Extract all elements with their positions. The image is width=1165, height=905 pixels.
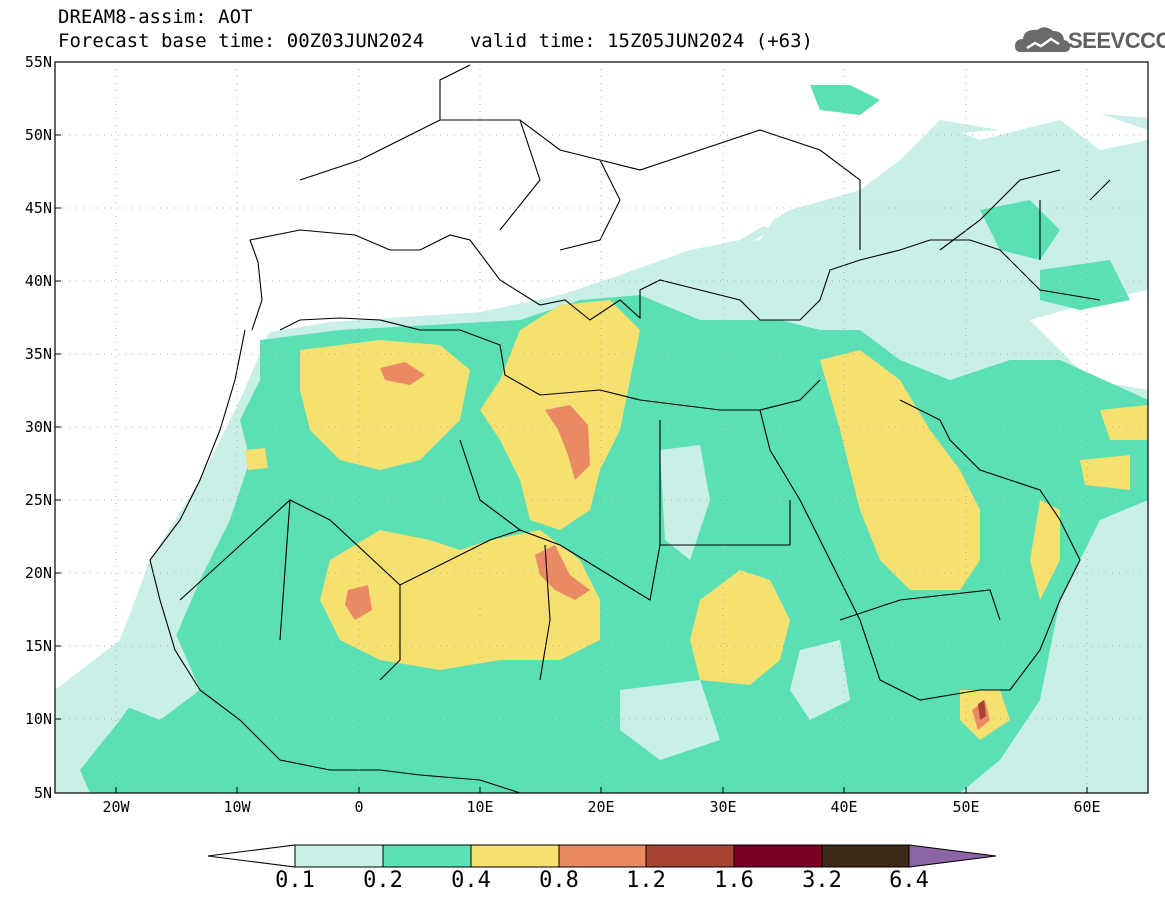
lat-label: 45N <box>24 199 52 217</box>
lon-label: 20E <box>587 798 615 816</box>
colorbar-swatch-1 <box>294 844 384 868</box>
colorbar-label: 3.2 <box>802 868 842 893</box>
colorbar-label: 1.2 <box>626 868 666 893</box>
cloud-logo-icon <box>1015 27 1070 52</box>
aot-level-0-4 <box>245 300 1148 740</box>
lat-label: 35N <box>24 345 52 363</box>
colorbar-label: 1.6 <box>714 868 754 893</box>
lat-label: 40N <box>24 272 52 290</box>
lon-label: 30E <box>709 798 737 816</box>
lon-label: 10W <box>223 798 251 816</box>
lon-label: 60E <box>1073 798 1101 816</box>
lat-label: 30N <box>24 418 52 436</box>
colorbar-label: 0.4 <box>451 868 491 893</box>
colorbar <box>207 844 997 868</box>
lat-label: 5N <box>33 784 52 802</box>
colorbar-label: 6.4 <box>889 868 929 893</box>
lon-label: 50E <box>952 798 980 816</box>
lat-label: 55N <box>24 53 52 71</box>
country-borders <box>149 64 1111 793</box>
colorbar-swatch-7 <box>821 844 910 868</box>
lat-label: 50N <box>24 126 52 144</box>
lat-label: 10N <box>24 710 52 728</box>
colorbar-label: 0.2 <box>363 868 403 893</box>
colorbar-swatch-3 <box>470 844 560 868</box>
lon-label: 0 <box>354 798 364 816</box>
lon-label: 20W <box>102 798 130 816</box>
colorbar-swatch-2 <box>382 844 472 868</box>
lat-label: 15N <box>24 637 52 655</box>
lat-label: 20N <box>24 564 52 582</box>
colorbar-swatch-5 <box>645 844 735 868</box>
colorbar-label: 0.8 <box>539 868 579 893</box>
logo-text: SEEVCCC <box>1068 28 1165 53</box>
lon-label: 40E <box>830 798 858 816</box>
lat-label: 25N <box>24 491 52 509</box>
map-title: DREAM8-assim: AOT <box>58 6 253 28</box>
colorbar-swatch-over <box>908 844 997 868</box>
colorbar-swatch-under <box>207 844 296 868</box>
base-time: Forecast base time: 00Z03JUN2024 <box>58 30 425 52</box>
aot-level-0-8 <box>345 362 990 730</box>
colorbar-swatch-4 <box>558 844 647 868</box>
lon-label: 10E <box>466 798 494 816</box>
colorbar-swatch-6 <box>733 844 823 868</box>
time-info: Forecast base time: 00Z03JUN2024 valid t… <box>58 30 813 52</box>
colorbar-label: 0.1 <box>275 868 315 893</box>
lat-lon-grid <box>55 62 1148 793</box>
valid-time: valid time: 15Z05JUN2024 (+63) <box>469 30 813 52</box>
